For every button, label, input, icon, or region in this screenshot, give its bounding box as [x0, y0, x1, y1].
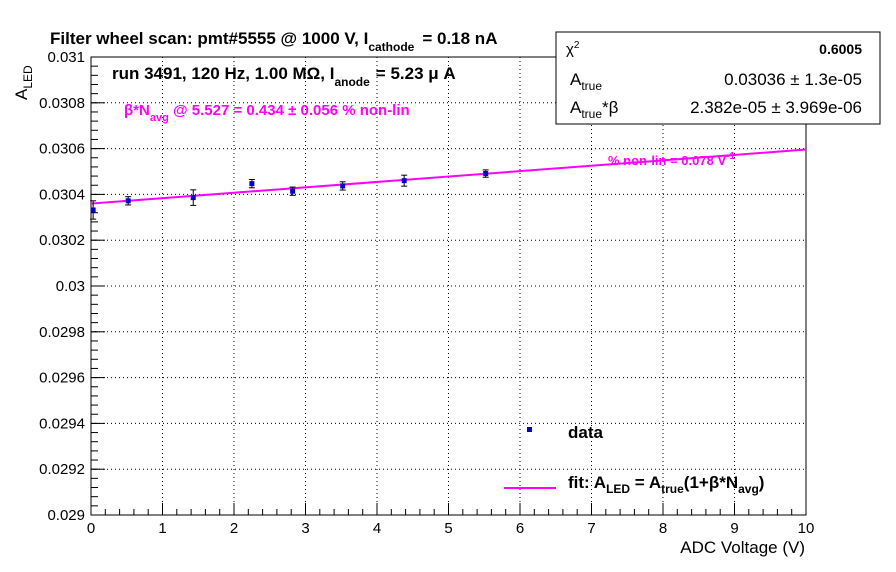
nonlin-annotation: β*Navg @ 5.527 = 0.434 ± 0.056 % non-lin	[124, 102, 410, 124]
stats-atrue-value: 0.03036 ± 1.3e-05	[724, 70, 862, 89]
legend-data-label: data	[568, 423, 604, 442]
stats-beta-value: 2.382e-05 ± 3.969e-06	[690, 98, 862, 117]
y-tick-label: 0.0302	[39, 232, 85, 249]
x-tick-label: 4	[373, 520, 381, 537]
y-tick-label: 0.0296	[39, 370, 85, 387]
x-tick-label: 7	[587, 520, 595, 537]
x-tick-label: 6	[516, 520, 524, 537]
y-tick-label: 0.029	[47, 507, 85, 524]
stats-atrue-label: Atrue	[570, 70, 602, 93]
x-tick-label: 10	[798, 520, 815, 537]
y-tick-label: 0.03	[56, 278, 85, 295]
data-point	[249, 181, 255, 187]
chart-title: Filter wheel scan: pmt#5555 @ 1000 V, Ic…	[50, 29, 497, 54]
y-tick-label: 0.0294	[39, 415, 85, 432]
data-point	[90, 207, 96, 213]
y-axis-label: ALED	[12, 65, 35, 100]
data-point	[190, 195, 196, 201]
y-tick-label: 0.0304	[39, 186, 85, 203]
stats-chi2-value: 0.6005	[819, 41, 862, 57]
x-tick-label: 1	[158, 520, 166, 537]
y-tick-label: 0.0298	[39, 324, 85, 341]
x-tick-label: 8	[659, 520, 667, 537]
stats-box: χ2 0.6005 Atrue 0.03036 ± 1.3e-05 Atrue*…	[555, 31, 881, 125]
fit-line	[90, 148, 807, 205]
x-axis-label: ADC Voltage (V)	[680, 538, 805, 557]
x-tick-label: 2	[230, 520, 238, 537]
data-point	[401, 178, 407, 184]
y-tick-label: 0.0308	[39, 95, 85, 112]
stats-beta-label: Atrue*β	[570, 98, 619, 121]
x-tick-labels: 0 1 2 3 4 5 6 7 8 9 10	[87, 520, 815, 537]
run-info-label: run 3491, 120 Hz, 1.00 MΩ, Ianode = 5.23 …	[112, 64, 456, 89]
x-tick-label: 5	[444, 520, 452, 537]
stats-box-frame	[555, 31, 881, 125]
axis-ticks	[90, 56, 807, 516]
fit-line-group	[90, 148, 807, 205]
data-point	[290, 188, 296, 194]
data-points	[90, 169, 489, 220]
y-tick-label: 0.0292	[39, 461, 85, 478]
grid	[91, 57, 806, 515]
data-point	[483, 171, 489, 177]
y-tick-labels: 0.029 0.0292 0.0294 0.0296 0.0298 0.03 0.0302 0…	[39, 49, 85, 524]
y-tick-label: 0.0306	[39, 141, 85, 158]
x-tick-label: 0	[87, 520, 95, 537]
legend-data-marker	[527, 427, 532, 432]
legend-fit-label: fit: ALED = Atrue(1+β*Navg)	[568, 473, 764, 496]
slope-annotation: % non-lin = 0.078 V-1	[608, 151, 735, 168]
x-tick-label: 9	[730, 520, 738, 537]
legend: data fit: ALED = Atrue(1+β*Navg)	[504, 423, 764, 496]
data-point	[125, 198, 131, 204]
data-point	[340, 183, 346, 189]
x-tick-label: 3	[301, 520, 309, 537]
stats-chi2-label: χ2	[566, 40, 580, 58]
y-tick-label: 0.031	[47, 49, 85, 66]
